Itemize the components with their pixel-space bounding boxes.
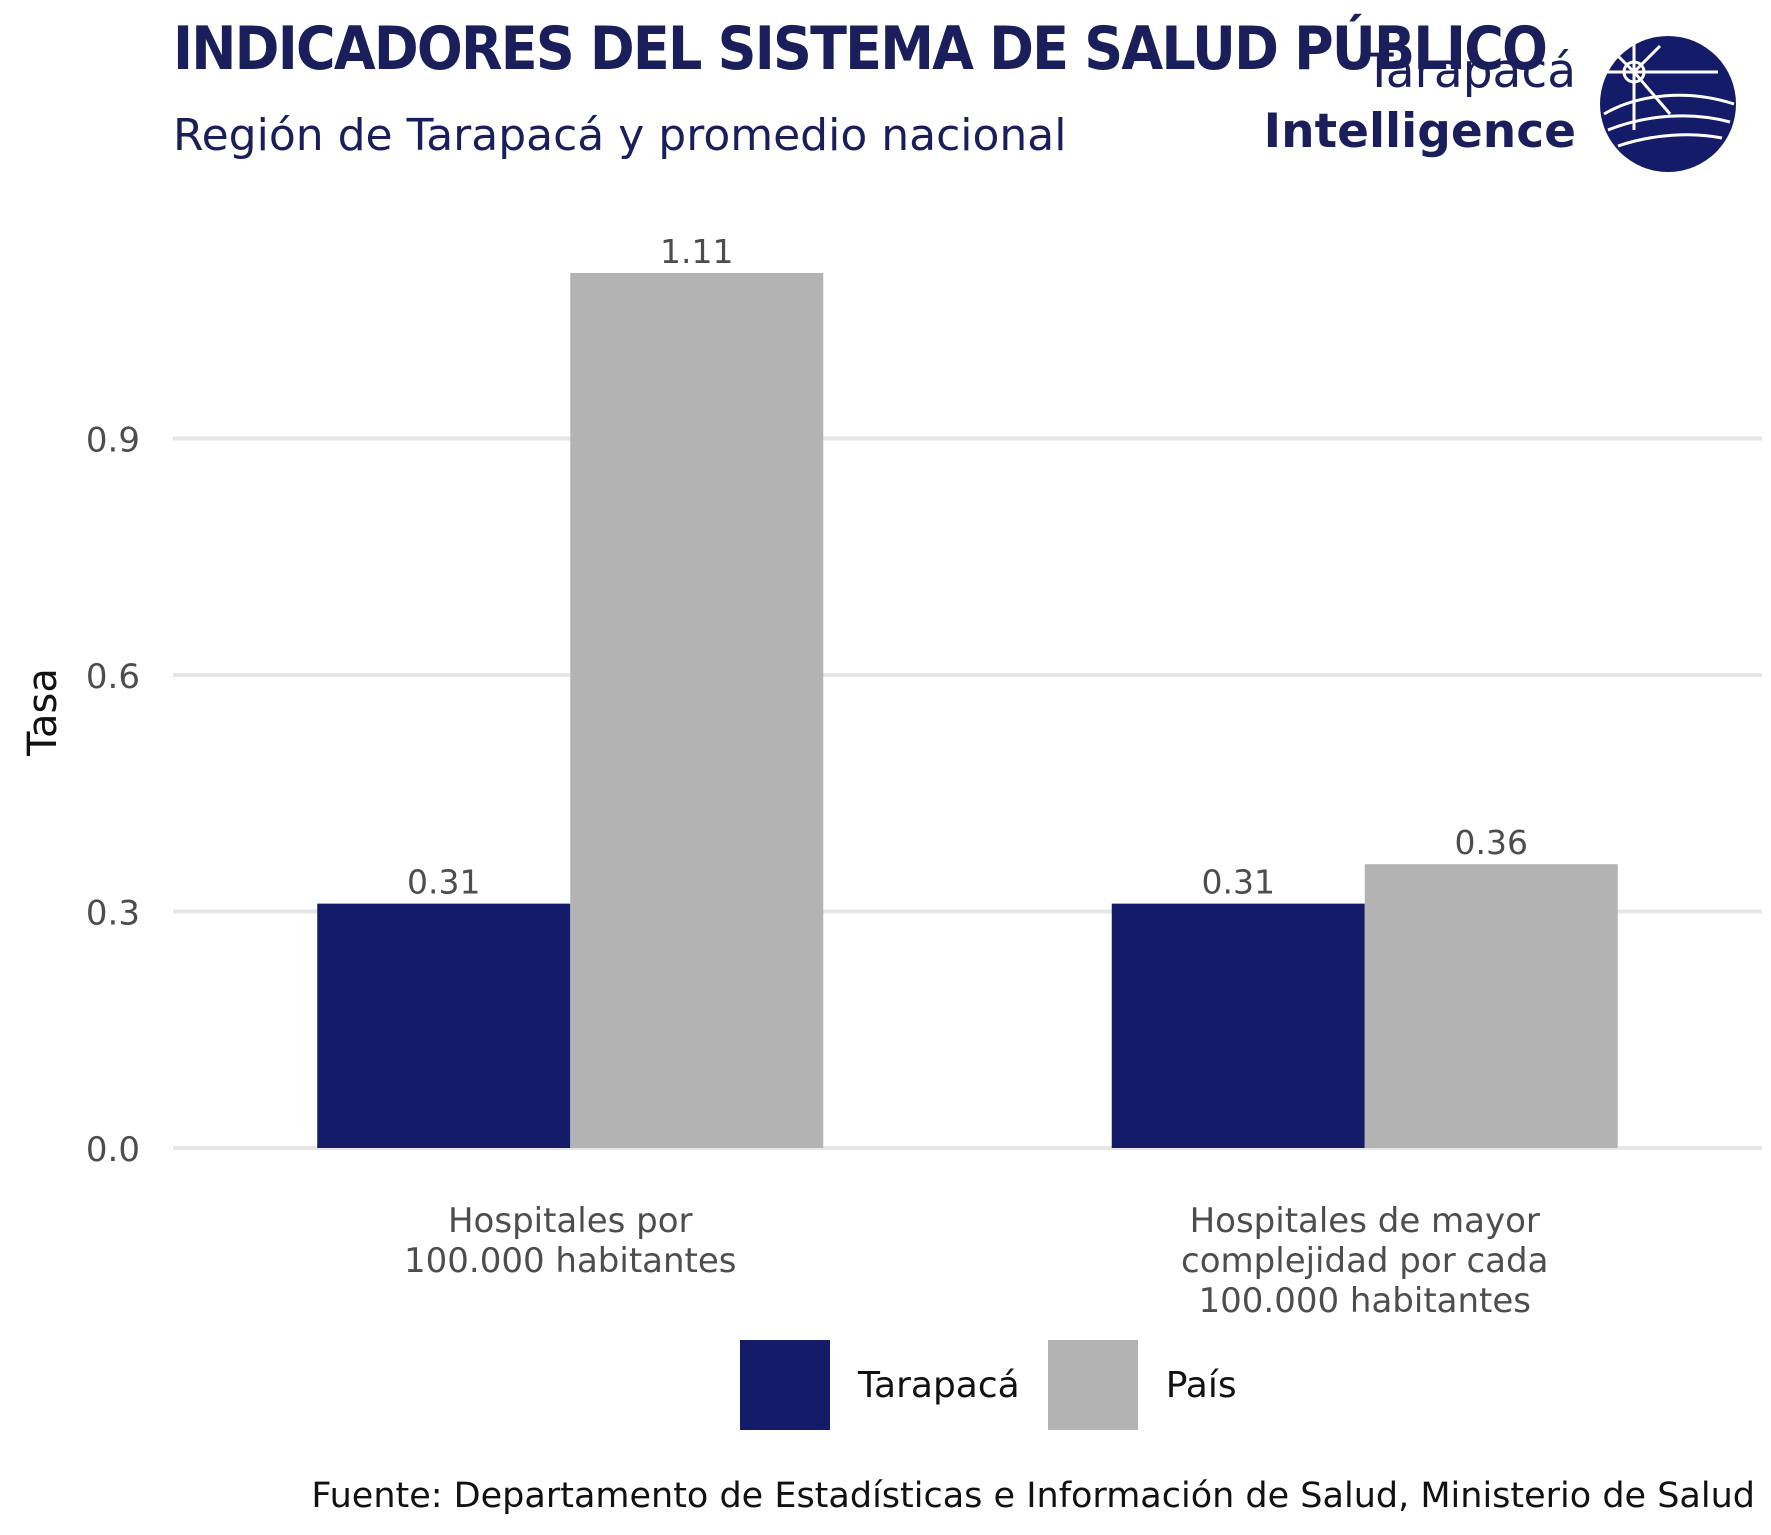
brand-name-line2: Intelligence — [1263, 104, 1576, 159]
x-tick-label: Hospitales por — [448, 1201, 693, 1241]
legend: Tarapacá País — [740, 1340, 1265, 1430]
bar-chart: 0.31 1.11 0.31 0.36 0.0 0.3 0.6 0.9 Hospitales… — [20, 232, 1762, 1321]
y-tick-label: 0.0 — [86, 1130, 140, 1170]
bar-value-label: 1.11 — [660, 232, 733, 271]
y-tick-label: 0.6 — [86, 657, 140, 697]
brand-name-line1: Tarapacá — [1364, 44, 1576, 99]
chart-subtitle: Región de Tarapacá y promedio nacional — [173, 110, 1067, 161]
bar — [1111, 903, 1365, 1148]
x-tick-label: 100.000 habitantes — [404, 1241, 737, 1281]
x-tick-label: Hospitales de mayor — [1190, 1201, 1540, 1241]
source-note: Fuente: Departamento de Estadísticas e I… — [311, 1476, 1755, 1516]
legend-item-pais: País — [1047, 1340, 1237, 1430]
bar — [570, 273, 824, 1148]
y-tick-label: 0.9 — [86, 421, 140, 461]
legend-item-tarapaca: Tarapacá — [740, 1340, 1020, 1430]
legend-swatch-tarapaca — [740, 1340, 830, 1430]
bar — [1364, 864, 1618, 1148]
x-tick-label: 100.000 habitantes — [1199, 1281, 1532, 1321]
globe-compass-icon — [1600, 36, 1736, 172]
bar-value-label: 0.36 — [1455, 823, 1528, 862]
bar-value-label: 0.31 — [407, 863, 480, 902]
x-tick-label: complejidad por cada — [1181, 1241, 1548, 1281]
y-axis-label: Tasa — [20, 668, 66, 757]
bar-value-label: 0.31 — [1202, 863, 1275, 902]
data-labels: 0.31 1.11 0.31 0.36 — [407, 232, 1528, 902]
legend-label-tarapaca: Tarapacá — [858, 1364, 1020, 1406]
bar — [317, 903, 571, 1148]
y-axis-ticks: 0.0 0.3 0.6 0.9 — [86, 421, 140, 1170]
y-tick-label: 0.3 — [86, 894, 140, 934]
legend-swatch-pais — [1047, 1340, 1138, 1430]
bars — [317, 273, 1618, 1148]
legend-label-pais: País — [1165, 1364, 1237, 1406]
chart-title: INDICADORES DEL SISTEMA DE SALUD PÚBLICO — [173, 14, 1548, 84]
